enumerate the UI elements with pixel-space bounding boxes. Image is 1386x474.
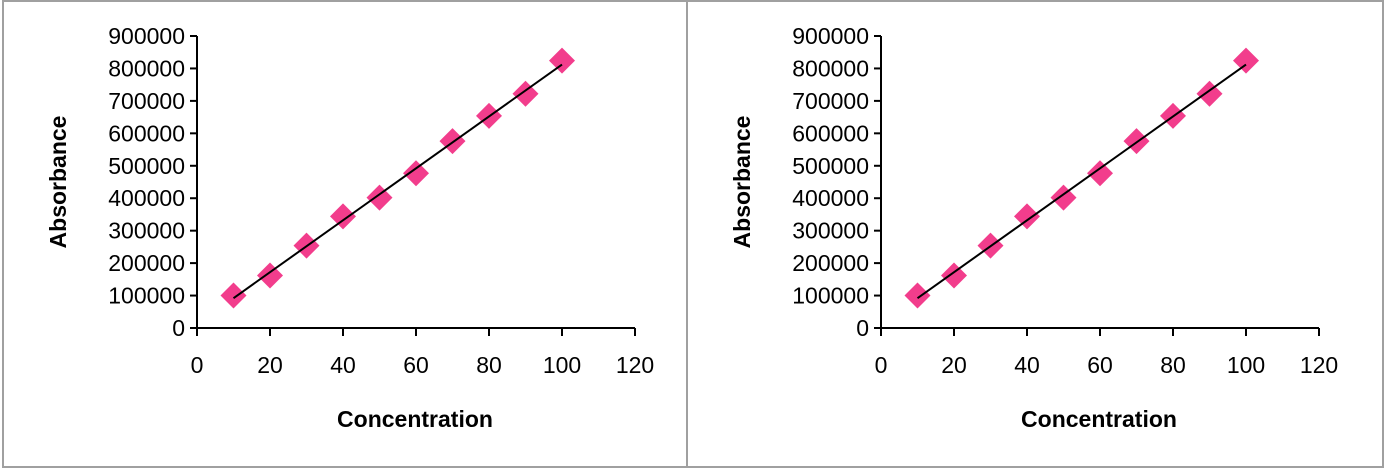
y-tick-label: 500000 bbox=[792, 153, 869, 179]
x-tick-label: 60 bbox=[1087, 352, 1113, 378]
data-point bbox=[512, 80, 539, 107]
x-tick-label: 20 bbox=[941, 352, 967, 378]
data-point bbox=[403, 160, 429, 187]
y-tick-label: 0 bbox=[856, 315, 869, 341]
x-tick-label: 100 bbox=[543, 352, 581, 378]
x-tick-label: 100 bbox=[1227, 352, 1265, 378]
x-tick-label: 20 bbox=[257, 352, 283, 378]
y-tick-label: 600000 bbox=[108, 120, 185, 146]
y-tick-label: 500000 bbox=[108, 153, 185, 179]
y-tick-label: 300000 bbox=[792, 218, 869, 244]
data-point bbox=[549, 47, 575, 74]
x-axis-title: Concentration bbox=[1021, 406, 1177, 432]
data-point bbox=[1196, 80, 1223, 107]
y-tick-label: 700000 bbox=[108, 88, 185, 114]
x-tick-label: 80 bbox=[476, 352, 502, 378]
y-tick-label: 800000 bbox=[108, 55, 185, 81]
y-tick-label: 600000 bbox=[792, 120, 869, 146]
y-axis-title: Absorbance bbox=[729, 116, 755, 249]
trendline bbox=[916, 63, 1247, 299]
chart-panel-right-frame bbox=[686, 0, 1384, 468]
data-point bbox=[257, 262, 283, 289]
x-tick-label: 0 bbox=[875, 352, 888, 378]
y-tick-label: 900000 bbox=[108, 23, 185, 49]
y-tick-label: 100000 bbox=[792, 283, 869, 309]
data-point bbox=[904, 282, 931, 309]
x-tick-label: 0 bbox=[191, 352, 204, 378]
data-point bbox=[941, 262, 967, 289]
y-tick-label: 800000 bbox=[792, 55, 869, 81]
x-tick-label: 120 bbox=[1300, 352, 1338, 378]
chart-right: 0 100000 200000 300000 400000 500000 600000 700… bbox=[729, 23, 1338, 432]
x-tick-label: 40 bbox=[330, 352, 356, 378]
y-tick-label: 300000 bbox=[108, 218, 185, 244]
y-tick-label: 900000 bbox=[792, 23, 869, 49]
data-point bbox=[1087, 160, 1113, 187]
x-tick-label: 80 bbox=[1160, 352, 1186, 378]
x-axis-title: Concentration bbox=[337, 406, 493, 432]
y-tick-label: 0 bbox=[172, 315, 185, 341]
data-point bbox=[439, 128, 466, 155]
y-tick-label: 700000 bbox=[792, 88, 869, 114]
x-tick-label: 40 bbox=[1014, 352, 1040, 378]
x-tick-label: 120 bbox=[616, 352, 654, 378]
y-tick-label: 100000 bbox=[108, 283, 185, 309]
trendline bbox=[232, 63, 563, 299]
data-point bbox=[1233, 47, 1259, 74]
y-tick-label: 400000 bbox=[108, 185, 185, 211]
data-point bbox=[330, 203, 356, 230]
data-point bbox=[366, 184, 393, 211]
y-axis-title: Absorbance bbox=[45, 116, 71, 249]
y-tick-label: 200000 bbox=[108, 250, 185, 276]
data-point bbox=[1014, 203, 1040, 230]
chart-left: 0 100000 200000 300000 400000 500000 600000 700… bbox=[45, 23, 654, 432]
x-tick-label: 60 bbox=[403, 352, 429, 378]
y-tick-label: 200000 bbox=[792, 250, 869, 276]
data-point bbox=[1123, 128, 1150, 155]
data-point bbox=[220, 282, 247, 309]
data-point bbox=[1050, 184, 1077, 211]
y-tick-label: 400000 bbox=[792, 185, 869, 211]
